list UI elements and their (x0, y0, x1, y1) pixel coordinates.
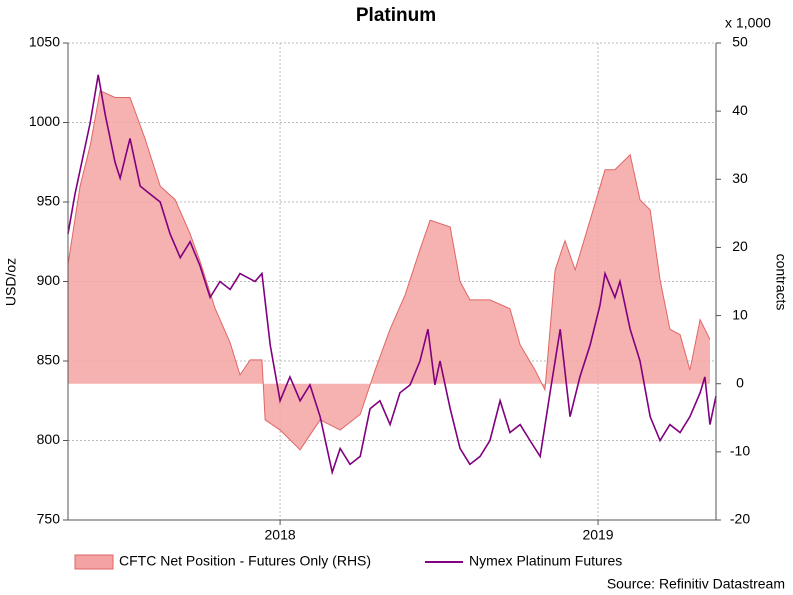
x-tick-label: 2018 (265, 527, 296, 543)
y-tick-label: 1050 (29, 34, 60, 50)
y-tick-label: 950 (37, 193, 61, 209)
y-tick-label: 1000 (29, 113, 60, 129)
y2-tick-label: 10 (732, 306, 748, 322)
legend-label: CFTC Net Position - Futures Only (RHS) (119, 553, 371, 569)
price-line (67, 74, 717, 476)
y-tick-label: 850 (37, 352, 61, 368)
y2-tick-label: -10 (730, 443, 750, 459)
y2-tick-label: -20 (730, 511, 750, 527)
source-note: Source: Refinitiv Datastream (607, 576, 785, 592)
y2-tick-label: 50 (732, 34, 748, 50)
y-tick-label: 900 (37, 272, 61, 288)
y-tick-label: 750 (37, 511, 61, 527)
y-axis-label: USD/oz (3, 258, 19, 306)
area-fill (68, 90, 710, 450)
y2-tick-label: 30 (732, 170, 748, 186)
chart-title: Platinum (356, 5, 436, 26)
y2-unit-note: x 1,000 (725, 15, 771, 31)
x-tick-label: 2019 (582, 527, 613, 543)
y2-tick-label: 20 (732, 238, 748, 254)
y2-axis-label: contracts (773, 254, 789, 311)
y2-tick-label: 0 (736, 374, 744, 390)
legend-swatch (74, 554, 114, 570)
y-tick-label: 800 (37, 431, 61, 447)
legend-label: Nymex Platinum Futures (469, 553, 622, 569)
y2-tick-label: 40 (732, 102, 748, 118)
area-line (67, 89, 711, 451)
